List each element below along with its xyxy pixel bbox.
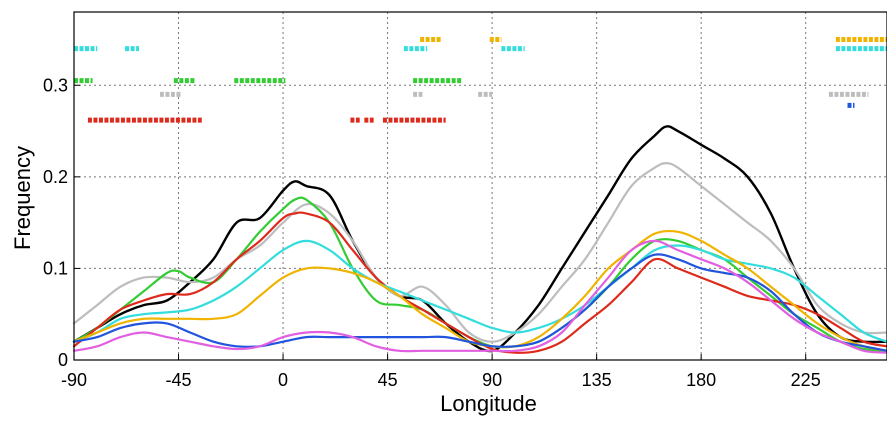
x-tick-label: 180 — [686, 370, 716, 390]
y-axis-label: Frequency — [10, 146, 35, 250]
x-tick-label: 135 — [582, 370, 612, 390]
marker-rows — [74, 36, 887, 123]
series-line — [72, 239, 887, 354]
series-line — [72, 239, 887, 343]
y-tick-label: 0.2 — [43, 167, 68, 187]
y-tick-label: 0 — [58, 350, 68, 370]
y-tick-label: 0.3 — [43, 75, 68, 95]
x-tick-label: 225 — [791, 370, 821, 390]
series-lines — [72, 125, 887, 354]
x-tick-label: 0 — [278, 370, 288, 390]
series-line — [72, 253, 887, 352]
y-tick-label: 0.1 — [43, 258, 68, 278]
x-tick-label: -90 — [61, 370, 87, 390]
series-line — [72, 162, 887, 343]
series-line — [72, 196, 887, 352]
x-tick-label: 45 — [378, 370, 398, 390]
series-line — [72, 125, 887, 353]
x-tick-label: 90 — [482, 370, 502, 390]
x-axis-label: Longitude — [440, 391, 537, 416]
grid — [74, 12, 887, 360]
x-tick-label: -45 — [166, 370, 192, 390]
plot-frame — [73, 11, 887, 361]
series-line — [72, 211, 887, 354]
axis-ticks: -90 -45 0 45 90 135 180 225 0 0.1 0.2 0.3 — [43, 75, 821, 390]
